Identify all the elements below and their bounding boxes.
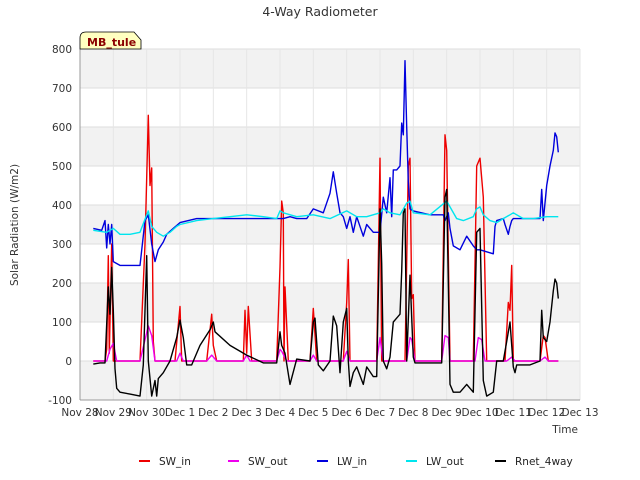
x-tick-label: Dec 13	[561, 407, 598, 419]
legend-item-lw-out: LW_out	[406, 456, 464, 468]
background-band	[80, 205, 580, 244]
x-tick-label: Dec 10	[461, 407, 498, 419]
legend-label: LW_out	[426, 456, 464, 468]
legend-item-sw-out: SW_out	[228, 456, 288, 468]
series-layer	[93, 60, 559, 397]
legend-label: LW_in	[337, 456, 367, 468]
background-band	[80, 283, 580, 322]
background-band	[80, 166, 580, 205]
plot-background-bands	[80, 49, 580, 400]
y-tick-label: 100	[52, 317, 72, 329]
y-axis-label: Solar Radiation (W/m2)	[9, 164, 21, 286]
x-tick-label: Dec 8	[398, 407, 428, 419]
y-tick-label: 0	[65, 356, 72, 368]
y-tick-label: 800	[52, 44, 72, 56]
y-tick-label: 500	[52, 161, 72, 173]
x-tick-label: Dec 4	[265, 407, 296, 419]
x-tick-label: Nov 28	[61, 407, 98, 419]
background-band	[80, 88, 580, 127]
legend: SW_in SW_out LW_in LW_out Rnet_4way	[139, 456, 573, 468]
y-tick-labels: -100 0 100 200 300 400 500 600 700 800	[48, 44, 72, 407]
site-label: MB_tule	[87, 36, 136, 49]
x-tick-label: Nov 29	[95, 407, 132, 419]
x-tick-label: Dec 3	[231, 407, 261, 419]
x-tick-label: Dec 6	[331, 407, 362, 419]
y-tick-label: 600	[52, 122, 72, 134]
y-tick-label: 700	[52, 83, 72, 95]
legend-label: SW_in	[159, 456, 191, 468]
series-line-rnet-4way	[93, 188, 559, 397]
x-tick-label: Dec 12	[528, 407, 565, 419]
y-tick-label: 300	[52, 239, 72, 251]
y-tick-label: 200	[52, 278, 72, 290]
y-tick-label: 400	[52, 200, 72, 212]
x-tick-label: Dec 7	[365, 407, 395, 419]
background-band	[80, 244, 580, 283]
x-tick-label: Dec 9	[431, 407, 461, 419]
x-tick-label: Dec 11	[495, 407, 532, 419]
series-line-lw-in	[93, 60, 559, 267]
x-tick-label: Dec 2	[198, 407, 228, 419]
background-band	[80, 49, 580, 88]
legend-item-lw-in: LW_in	[317, 456, 367, 468]
axes	[79, 49, 580, 401]
chart-title: 4-Way Radiometer	[262, 4, 378, 19]
legend-label: Rnet_4way	[515, 456, 573, 468]
x-tick-label: Dec 5	[298, 407, 328, 419]
legend-label: SW_out	[248, 456, 288, 468]
series-line-lw-out	[93, 200, 559, 237]
x-axis-label: Time	[551, 424, 578, 436]
x-tick-label: Nov 30	[128, 407, 165, 419]
legend-item-sw-in: SW_in	[139, 456, 191, 468]
site-label-box: MB_tule	[79, 31, 142, 50]
x-tick-label: Dec 1	[165, 407, 195, 419]
background-band	[80, 127, 580, 166]
legend-item-rnet-4way: Rnet_4way	[495, 456, 573, 468]
y-tick-label: -100	[48, 395, 72, 407]
